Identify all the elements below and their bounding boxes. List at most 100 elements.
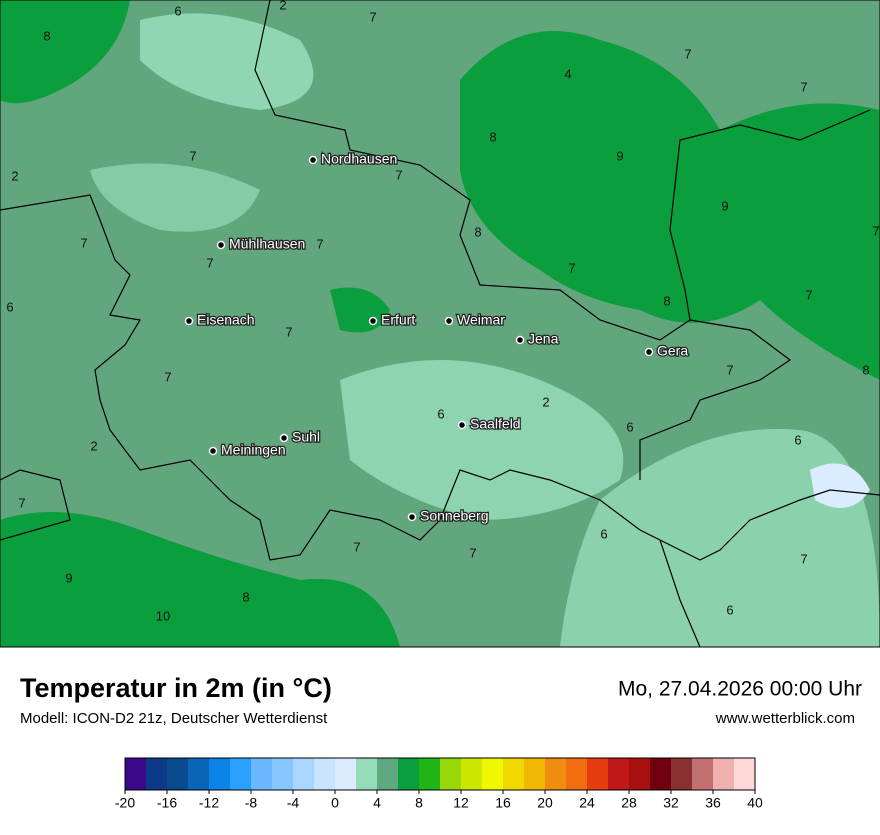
terrain: [0, 0, 880, 647]
city-dot: [368, 316, 378, 326]
colorbar-bin: [734, 758, 755, 790]
colorbar-tick-label: 0: [331, 795, 339, 811]
colorbar-frame: [124, 757, 756, 791]
colorbar-bin: [482, 758, 503, 790]
colorbar-tick-label: 12: [453, 795, 469, 811]
colorbar-bin: [230, 758, 251, 790]
temperature-label: 7: [805, 287, 812, 302]
website: www.wetterblick.com: [715, 710, 855, 727]
temperature-label: 7: [872, 223, 879, 238]
colorbar-tick-label: -16: [157, 795, 177, 811]
colorbar-bin: [125, 758, 146, 790]
colorbar-bin: [293, 758, 314, 790]
temperature-label: 7: [800, 551, 807, 566]
colorbar-bin: [209, 758, 230, 790]
colorbar-tick-label: -8: [245, 795, 258, 811]
colorbar-tick-label: -20: [115, 795, 135, 811]
city-dot: [444, 316, 454, 326]
temperature-label: 6: [174, 3, 181, 18]
city-label: Suhl: [292, 429, 320, 445]
city-label: Sonneberg: [420, 508, 489, 524]
colorbar-tick-label: -4: [287, 795, 300, 811]
colorbar-tick-label: 32: [663, 795, 679, 811]
city-dot: [216, 240, 226, 250]
temperature-label: 6: [626, 419, 633, 434]
colorbar-bin: [524, 758, 545, 790]
colorbar-tick-label: 24: [579, 795, 595, 811]
temperature-label: 2: [542, 394, 549, 409]
temperature-label: 7: [800, 79, 807, 94]
city-dot: [308, 155, 318, 165]
colorbar-bin: [356, 758, 377, 790]
city-label: Erfurt: [381, 312, 415, 328]
temperature-label: 9: [616, 148, 623, 163]
colorbar-bin: [335, 758, 356, 790]
city-dot: [457, 420, 467, 430]
temperature-label: 2: [279, 0, 286, 12]
temperature-label: 7: [18, 495, 25, 510]
temperature-label: 2: [90, 438, 97, 453]
colorbar-tick-label: 4: [373, 795, 381, 811]
colorbar-bin: [188, 758, 209, 790]
colorbar-bin: [587, 758, 608, 790]
colorbar-bin: [503, 758, 524, 790]
temperature-label: 8: [862, 362, 869, 377]
colorbar-tick-label: 20: [537, 795, 553, 811]
colorbar-bin: [608, 758, 629, 790]
colorbar-bin: [377, 758, 398, 790]
temperature-label: 10: [156, 608, 170, 623]
temperature-label: 4: [564, 66, 571, 81]
city-label: Eisenach: [197, 312, 255, 328]
colorbar-bin: [146, 758, 167, 790]
colorbar-bin: [398, 758, 419, 790]
map-frame: [0, 0, 880, 648]
colorbar-tick-label: 40: [747, 795, 763, 811]
city-label: Jena: [528, 331, 559, 347]
temperature-label: 7: [369, 9, 376, 24]
temperature-label: 9: [721, 198, 728, 213]
city-label: Weimar: [457, 312, 505, 328]
temperature-label: 7: [684, 46, 691, 61]
temperature-label: 8: [489, 129, 496, 144]
city-dot: [184, 316, 194, 326]
colorbar-bin: [650, 758, 671, 790]
city-label: Nordhausen: [321, 151, 397, 167]
colorbar-bin: [692, 758, 713, 790]
temperature-label: 6: [726, 602, 733, 617]
city-label: Gera: [657, 343, 688, 359]
colorbar-bin: [671, 758, 692, 790]
colorbar-bin: [545, 758, 566, 790]
temperature-label: 8: [474, 224, 481, 239]
colorbar-bin: [419, 758, 440, 790]
city-label: Mühlhausen: [229, 236, 305, 252]
map-labels: 6 2 7 8 7 4 7 8 9 7 7 2 9 8 7 7 7 7 7 8 7 6 7 7 7 8 2 6 6 6 2 7 7 6 7 7 9 8 6 1…: [6, 0, 879, 623]
temperature-label: 6: [600, 526, 607, 541]
colorbar-bin: [272, 758, 293, 790]
temperature-label: 6: [6, 299, 13, 314]
temperature-label: 8: [43, 28, 50, 43]
city-label: Meiningen: [221, 442, 286, 458]
colorbar-tick-label: -12: [199, 795, 219, 811]
temperature-label: 7: [164, 369, 171, 384]
temperature-label: 8: [663, 293, 670, 308]
temperature-label: 7: [206, 255, 213, 270]
temperature-label: 7: [469, 545, 476, 560]
temperature-label: 7: [353, 539, 360, 554]
city-dot: [644, 347, 654, 357]
colorbar-tick-label: 36: [705, 795, 721, 811]
city-dot: [407, 512, 417, 522]
city-dot: [515, 335, 525, 345]
colorbar: -20 -16 -12 -8 -4 0 4 8 12 16 20 24 28 32 36 40: [115, 757, 763, 811]
colorbar-bin: [167, 758, 188, 790]
temperature-label: 7: [395, 167, 402, 182]
colorbar-bin: [251, 758, 272, 790]
colorbar-bin: [461, 758, 482, 790]
colorbar-bin: [629, 758, 650, 790]
city-dot: [208, 446, 218, 456]
temperature-label: 7: [726, 362, 733, 377]
city-dot: [279, 433, 289, 443]
date: Mo, 27.04.2026 00:00 Uhr: [618, 678, 862, 701]
subtitle: Modell: ICON-D2 21z, Deutscher Wetterdie…: [20, 710, 328, 727]
colorbar-tick-label: 28: [621, 795, 637, 811]
